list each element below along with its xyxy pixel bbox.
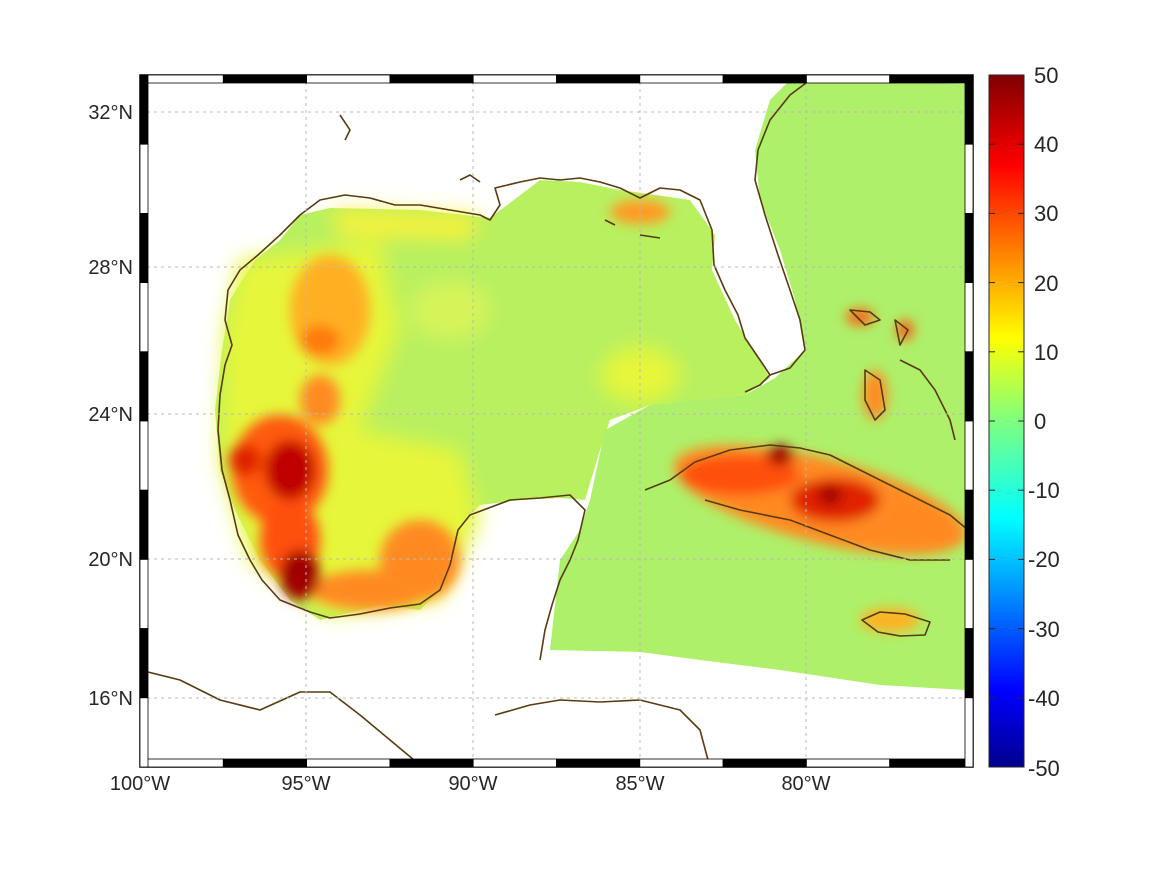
central-america-coastline [140,669,709,766]
frame-segment-left [139,351,149,422]
frame-segment-bottom [556,758,641,768]
lon-axis-labels: 100°W 95°W 90°W 85°W 80°W [110,773,831,795]
lat-axis-labels: 32°N 28°N 24°N 20°N 16°N [88,102,133,710]
florida-coastline [754,79,811,376]
frame-segment-left [139,628,149,699]
frame-segment-left [139,282,149,353]
colorbar-label-m30: -30 [1028,617,1060,642]
frame-segment-right [964,351,974,422]
frame-segment-bottom [639,758,724,768]
frame-segment-right [964,74,974,145]
frame-segment-top [556,74,641,84]
frame-segment-left [139,420,149,491]
frame-segment-right [964,489,974,560]
lon-label-85w: 85°W [615,773,664,795]
colorbar-label-10: 10 [1034,340,1058,365]
colorbar-label-20: 20 [1034,271,1058,296]
frame-segment-top [222,74,308,84]
frame-segment-right [964,697,974,768]
frame-segment-bottom [806,758,891,768]
frame-segment-top [139,74,224,84]
frame-segment-bottom [139,758,224,768]
colorbar-label-40: 40 [1034,132,1058,157]
bahamas-coastline [849,309,956,441]
gulf-coastline [217,177,771,661]
colorbar-label-m50: -50 [1028,756,1060,781]
map-frame [139,74,974,768]
frame-segment-bottom [222,758,308,768]
frame-segment-right [964,559,974,630]
graticule [140,75,973,767]
colorbar-label-m20: -20 [1028,547,1060,572]
lat-label-32n: 32°N [88,102,133,124]
frame-segment-bottom [306,758,391,768]
frame-segment-top [639,74,724,84]
colorbar-ticks [989,74,1024,768]
frame-segment-bottom [389,758,474,768]
frame-segment-top [806,74,891,84]
frame-segment-left [139,143,149,214]
frame-segment-top [389,74,474,84]
lat-label-24n: 24°N [88,404,133,426]
lon-label-80w: 80°W [781,773,830,795]
frame-segment-bottom [722,758,807,768]
frame-segment-right [964,212,974,283]
lat-label-16n: 16°N [88,688,133,710]
lat-label-20n: 20°N [88,549,133,571]
frame-segment-top [472,74,557,84]
frame-segment-left [139,74,149,145]
lon-label-95w: 95°W [281,773,330,795]
island-outlines [339,114,661,239]
lat-label-28n: 28°N [88,257,133,279]
frame-segment-left [139,489,149,560]
atlantic-field [550,80,966,690]
frame-segment-bottom [472,758,557,768]
colorbar-label-m40: -40 [1028,686,1060,711]
frame-segment-right [964,282,974,353]
frame-segment-top [306,74,391,84]
frame-segment-left [139,697,149,768]
lon-label-90w: 90°W [448,773,497,795]
cuba-coastline [644,444,969,561]
colorbar-label-0: 0 [1034,409,1046,434]
frame-segment-right [964,628,974,699]
frame-segment-right [964,143,974,214]
frame-segment-top [722,74,807,84]
frame-segment-left [139,212,149,283]
frame-segment-left [139,559,149,630]
map-area [140,75,973,767]
jamaica-coastline [861,611,931,637]
colorbar-label-m10: -10 [1028,478,1060,503]
frame-segment-bottom [889,758,974,768]
frame-segment-right [964,420,974,491]
frame-segment-top [889,74,974,84]
coastlines [140,79,969,766]
colorbar-label-50: 50 [1034,63,1058,88]
lon-label-100w: 100°W [110,773,170,795]
colorbar-label-30: 30 [1034,201,1058,226]
colorbar: 50 40 30 20 10 0 -10 -20 -30 -40 -50 [988,63,1060,781]
gulf-field [215,180,770,620]
